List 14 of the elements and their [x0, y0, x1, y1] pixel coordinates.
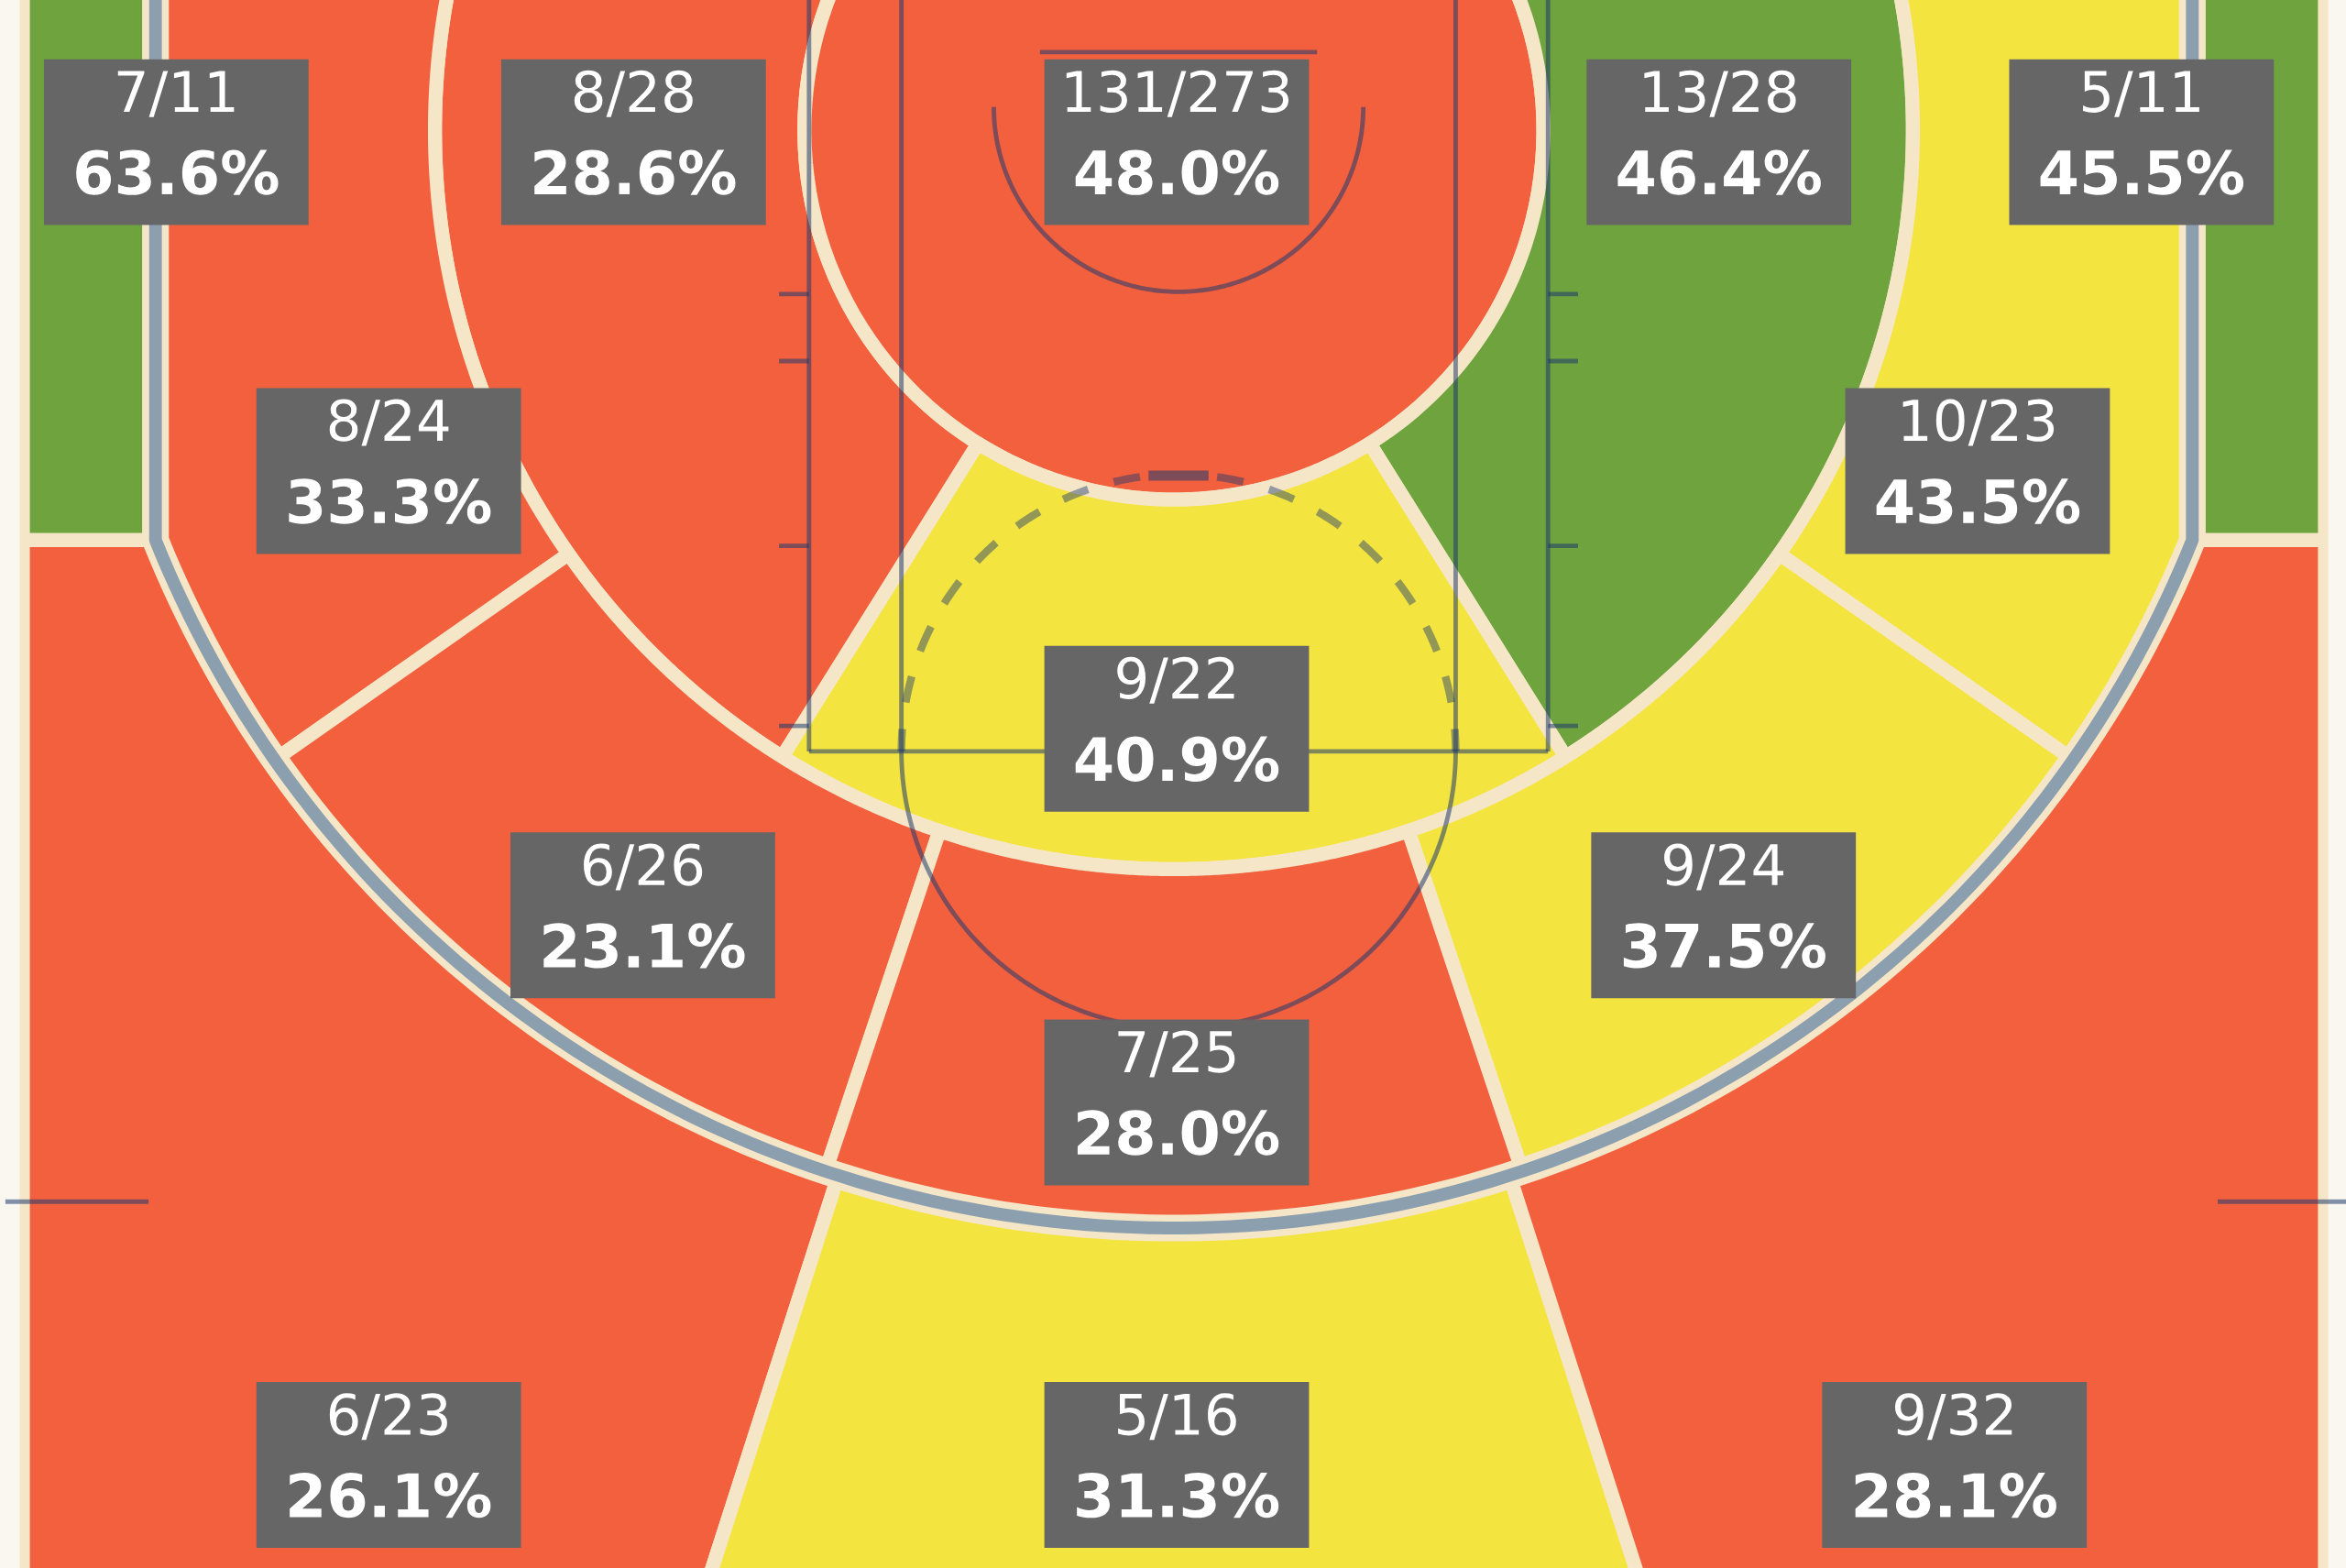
data-label: 131/273 48.0%	[1066, 70, 1289, 195]
data-label: 9/22 40.9%	[1075, 656, 1279, 782]
data-label: 6/23 26.1%	[290, 1393, 491, 1519]
data-label: 8/28 28.6%	[534, 70, 736, 195]
data-label: 7/11 63.6%	[76, 71, 279, 195]
data-label: 9/32 28.1%	[1855, 1393, 2056, 1519]
data-label: 9/24 37.5%	[1623, 843, 1825, 969]
data-label: 13/28 46.4%	[1617, 70, 1821, 195]
data-label: 5/16 31.3%	[1077, 1393, 1279, 1519]
data-label: 10/23 43.5%	[1876, 399, 2080, 524]
data-label: 6/26 23.1%	[543, 843, 745, 969]
data-label: 8/24 33.3%	[289, 399, 491, 524]
data-label: 7/25 28.0%	[1077, 1030, 1279, 1156]
data-label: 5/11 45.5%	[2040, 71, 2244, 195]
